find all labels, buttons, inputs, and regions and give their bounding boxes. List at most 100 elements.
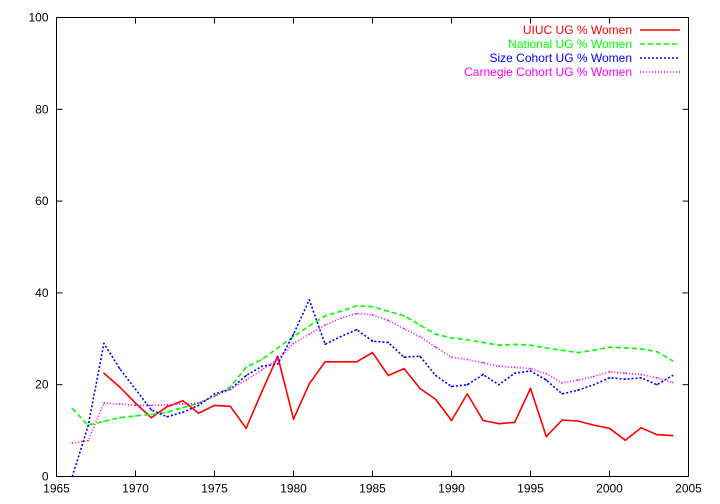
data-point [134,404,137,407]
legend-label: Carnegie Cohort UG % Women [464,65,632,79]
data-point [340,310,342,313]
series-line-3 [71,298,674,477]
data-point [419,335,421,338]
data-point [166,411,168,414]
data-point [150,416,153,419]
data-point [118,367,121,370]
data-point [292,333,295,336]
data-point [434,333,437,336]
data-point [197,412,200,414]
data-point [150,404,153,407]
data-point [403,356,405,358]
legend-label: UIUC UG % Women [523,23,632,37]
data-point [466,358,469,361]
data-point [308,325,311,327]
data-point [592,424,595,426]
series-line-2 [71,304,674,426]
data-point [292,342,295,345]
y-tick-label: 100 [28,11,48,25]
data-point [276,347,279,349]
data-point [608,371,611,373]
y-tick-label: 40 [35,286,49,300]
data-point [624,439,627,442]
data-point [624,378,627,380]
data-point [624,372,627,375]
series-line-1 [103,351,673,442]
data-point [387,374,390,377]
data-point [182,403,184,405]
data-point [276,363,279,365]
data-point [671,374,674,377]
x-tick-label: 2005 [675,482,702,496]
data-point [197,404,200,407]
data-point [434,374,437,377]
data-point [671,360,674,362]
y-tick-label: 80 [35,102,49,116]
data-point [229,405,232,408]
data-point [245,427,247,430]
data-point [656,383,658,386]
data-point [355,360,358,363]
data-point [577,351,579,354]
axes: 1965 1970 1975 1980 1985 1990 1995 2000 2005 0 20 4… [28,11,702,496]
data-point [419,355,421,358]
data-point [434,398,437,401]
series-layer [71,298,674,478]
x-tick-label: 1985 [359,482,386,496]
legend-label: Size Cohort UG % Women [490,51,633,65]
data-point [261,390,263,393]
x-tick-label: 1995 [517,482,544,496]
data-point [529,344,532,347]
data-point [482,341,484,344]
data-point [87,425,89,427]
data-point [498,383,500,386]
data-point [466,393,469,395]
data-point [434,346,437,348]
data-point [387,319,390,322]
data-point [261,365,263,368]
data-point [450,385,453,388]
data-point [118,386,121,388]
data-point [640,373,642,376]
data-point [134,415,137,417]
data-point [340,360,342,363]
data-point [545,379,548,381]
data-point [387,310,390,313]
data-point [640,348,642,350]
data-point [371,314,374,316]
data-point [308,382,311,385]
data-point [150,409,153,411]
data-point [671,434,674,437]
data-point [403,327,405,330]
data-point [324,343,326,346]
data-point [245,379,247,381]
data-point [577,420,579,422]
data-point [213,404,216,407]
data-point [340,317,342,319]
data-point [308,333,311,336]
data-point [324,315,326,317]
data-point [561,419,563,421]
data-point [71,407,74,410]
data-point [103,402,105,404]
data-point [134,402,137,404]
data-point [229,388,232,391]
data-point [561,393,563,395]
x-tick-label: 1965 [43,482,70,496]
data-point [213,395,216,397]
data-point [450,419,453,422]
data-point [513,372,516,375]
data-point [71,475,74,478]
data-point [608,427,611,430]
data-point [466,383,469,386]
data-point [640,377,642,379]
data-point [529,370,532,372]
data-point [150,413,153,416]
data-point [545,435,548,438]
data-point [324,360,326,363]
data-point [545,347,548,349]
data-point [213,393,216,395]
data-point [166,404,168,406]
data-point [450,356,453,358]
